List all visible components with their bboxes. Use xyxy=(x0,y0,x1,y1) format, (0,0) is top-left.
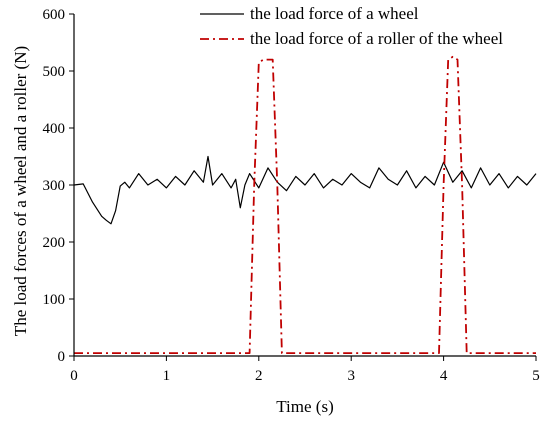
x-tick-label: 4 xyxy=(440,368,448,384)
plot-area xyxy=(73,55,537,355)
x-tick-label: 1 xyxy=(163,368,171,384)
x-tick-label: 0 xyxy=(70,368,78,384)
axes: 0 100 200 300 400 500 600 0 1 2 3 4 5 xyxy=(43,7,540,384)
y-tick-label: 200 xyxy=(43,235,66,251)
y-tick-label: 100 xyxy=(43,292,66,308)
legend: the load force of a wheel the load force … xyxy=(200,4,503,48)
legend-label: the load force of a roller of the wheel xyxy=(250,29,503,48)
series-line-2 xyxy=(74,55,536,355)
x-tick-label: 3 xyxy=(347,368,355,384)
y-tick-label: 300 xyxy=(43,178,66,194)
x-tick-label: 2 xyxy=(255,368,263,384)
y-tick-label: 500 xyxy=(43,64,66,80)
x-axis-label: Time (s) xyxy=(276,397,333,416)
y-tick-label: 600 xyxy=(43,7,66,23)
legend-label: the load force of a wheel xyxy=(250,4,419,23)
x-tick-label: 5 xyxy=(532,368,540,384)
y-tick-label: 400 xyxy=(43,121,66,137)
y-axis-label: The load forces of a wheel and a roller … xyxy=(11,46,30,336)
series-line-1 xyxy=(73,155,537,225)
y-tick-label: 0 xyxy=(58,349,66,365)
